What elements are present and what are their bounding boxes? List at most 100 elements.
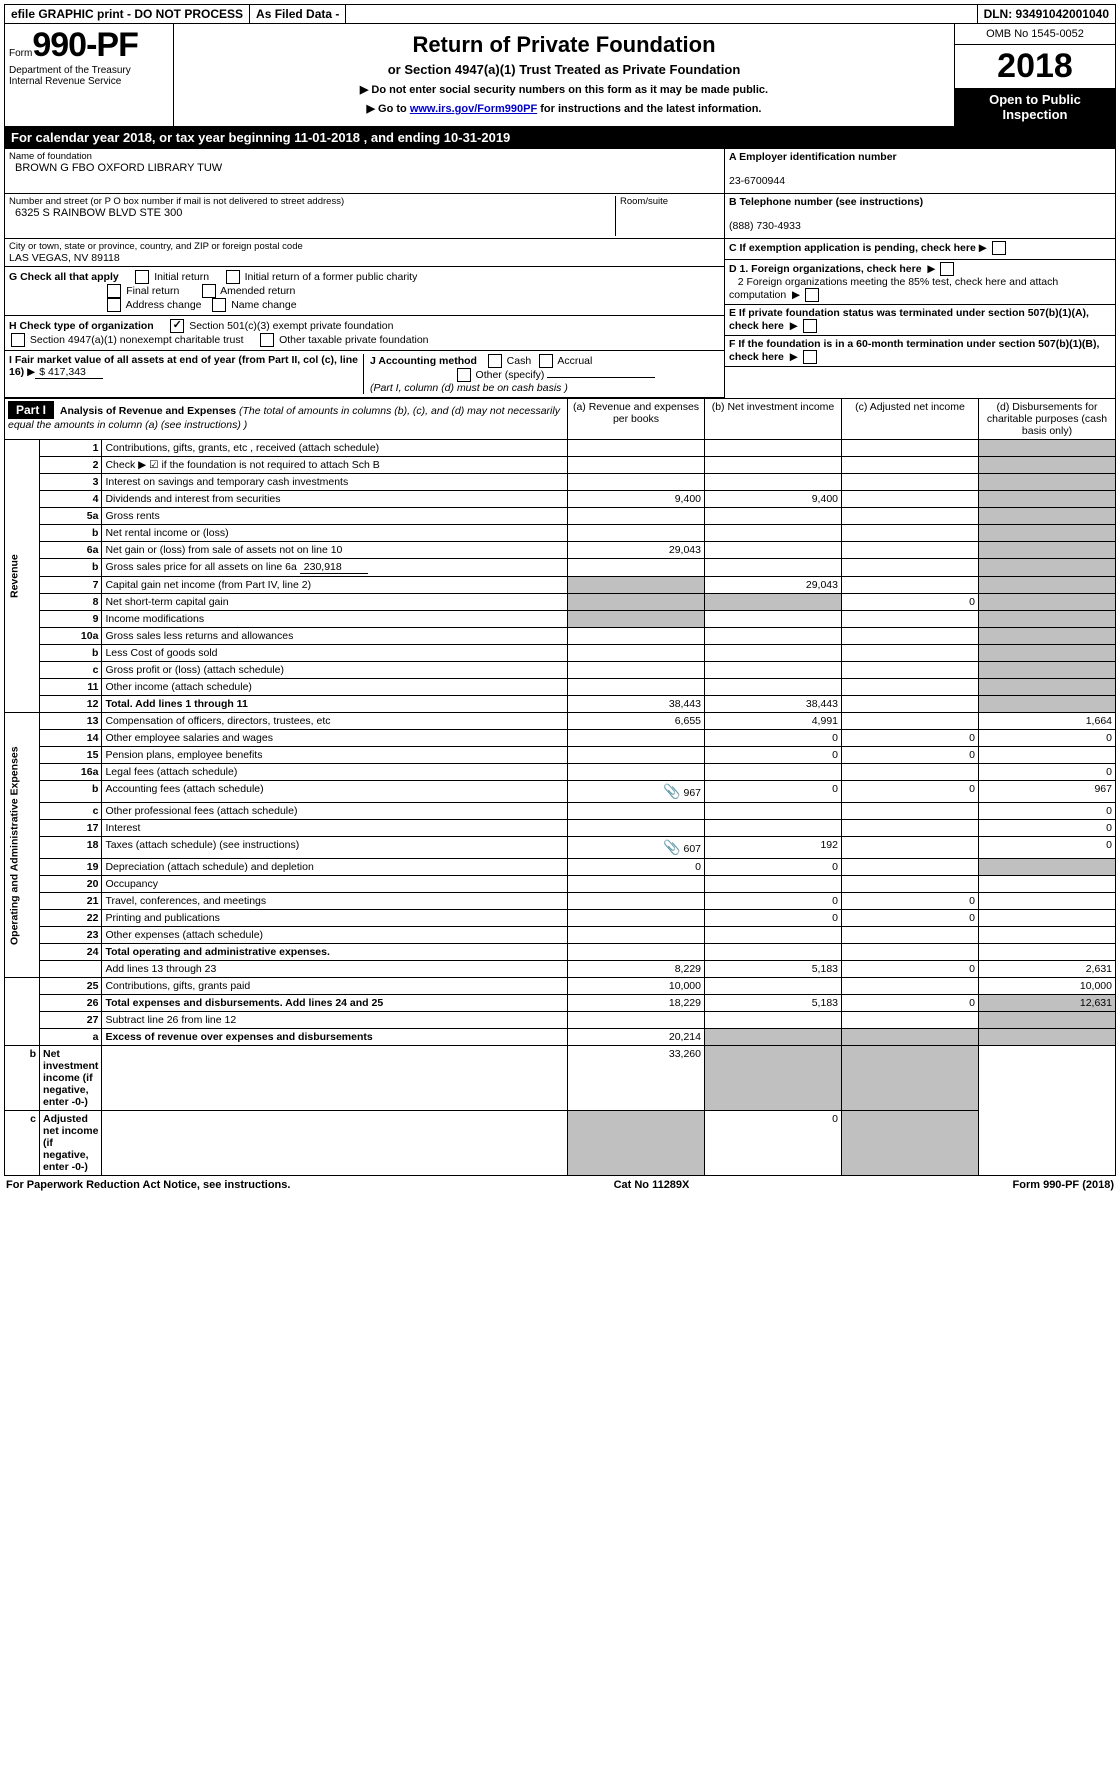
cell [568, 594, 705, 611]
cell [705, 474, 842, 491]
cell [568, 820, 705, 837]
4947a1-checkbox[interactable] [11, 333, 25, 347]
name-label: Name of foundation [9, 151, 720, 162]
as-filed-label: As Filed Data - [250, 5, 346, 23]
row-desc: Income modifications [102, 611, 568, 628]
cell [568, 1012, 705, 1029]
row-num: 17 [40, 820, 102, 837]
cell [979, 859, 1116, 876]
attachment-icon[interactable]: 📎 [663, 839, 680, 855]
foreign-85-checkbox[interactable] [805, 288, 819, 302]
other-taxable-checkbox[interactable] [260, 333, 274, 347]
cell [979, 1012, 1116, 1029]
row-num: c [40, 803, 102, 820]
row-desc: Gross profit or (loss) (attach schedule) [102, 662, 568, 679]
revenue-side-label: Revenue [5, 440, 40, 713]
cell [705, 628, 842, 645]
row-desc: Gross sales price for all assets on line… [102, 559, 568, 577]
exemption-pending-checkbox[interactable] [992, 241, 1006, 255]
cell: 📎 967 [568, 781, 705, 803]
cell: 2,631 [979, 961, 1116, 978]
status-terminated-checkbox[interactable] [803, 319, 817, 333]
tax-year: 2018 [955, 45, 1115, 88]
identification-section: Name of foundation BROWN G FBO OXFORD LI… [4, 149, 1116, 398]
row-desc: Occupancy [102, 876, 568, 893]
initial-return-former-checkbox[interactable] [226, 270, 240, 284]
amended-return-checkbox[interactable] [202, 284, 216, 298]
cell [842, 491, 979, 508]
cell: 5,183 [705, 961, 842, 978]
attachment-icon[interactable]: 📎 [663, 783, 680, 799]
cell [705, 679, 842, 696]
row-desc: Gross rents [102, 508, 568, 525]
row-desc: Contributions, gifts, grants, etc , rece… [102, 440, 568, 457]
cash-checkbox[interactable] [488, 354, 502, 368]
row-num: c [5, 1111, 40, 1176]
cell [568, 457, 705, 474]
row-num: 15 [40, 747, 102, 764]
cell: 0 [979, 764, 1116, 781]
cell [842, 803, 979, 820]
row-desc: Pension plans, employee benefits [102, 747, 568, 764]
cell [568, 645, 705, 662]
accrual-checkbox[interactable] [539, 354, 553, 368]
cell: 9,400 [705, 491, 842, 508]
col-a-header: (a) Revenue and expenses per books [568, 399, 705, 440]
cell [568, 764, 705, 781]
initial-return-checkbox[interactable] [135, 270, 149, 284]
expenses-side-label: Operating and Administrative Expenses [5, 713, 40, 978]
row-desc: Other expenses (attach schedule) [102, 927, 568, 944]
cell [979, 440, 1116, 457]
60-month-checkbox[interactable] [803, 350, 817, 364]
cell [979, 679, 1116, 696]
cell [705, 1029, 842, 1046]
row-desc: Dividends and interest from securities [102, 491, 568, 508]
cell [568, 662, 705, 679]
j-label: J Accounting method [370, 355, 477, 367]
cell [842, 645, 979, 662]
cell [842, 508, 979, 525]
cell: 0 [842, 995, 979, 1012]
foreign-org-checkbox[interactable] [940, 262, 954, 276]
cell [842, 662, 979, 679]
cell [705, 611, 842, 628]
cat-no: Cat No 11289X [614, 1179, 690, 1191]
row-num: b [40, 559, 102, 577]
cell [568, 747, 705, 764]
other-method-checkbox[interactable] [457, 368, 471, 382]
cell [568, 611, 705, 628]
cell [842, 679, 979, 696]
cell [979, 893, 1116, 910]
cell [979, 508, 1116, 525]
cell [842, 927, 979, 944]
row-num: 4 [40, 491, 102, 508]
irs-link[interactable]: www.irs.gov/Form990PF [410, 103, 537, 115]
row-num: 27 [40, 1012, 102, 1029]
phone: (888) 730-4933 [729, 220, 801, 232]
cell [979, 927, 1116, 944]
name-change-checkbox[interactable] [212, 298, 226, 312]
cell [705, 594, 842, 611]
cell [979, 876, 1116, 893]
cell [842, 577, 979, 594]
address-change-checkbox[interactable] [107, 298, 121, 312]
501c3-checkbox[interactable]: ✓ [170, 319, 184, 333]
cell: 29,043 [568, 542, 705, 559]
cell [705, 820, 842, 837]
col-c-header: (c) Adjusted net income [842, 399, 979, 440]
final-return-checkbox[interactable] [107, 284, 121, 298]
cell [842, 764, 979, 781]
cell [705, 764, 842, 781]
row-num: 23 [40, 927, 102, 944]
cell [979, 910, 1116, 927]
row-num: 18 [40, 837, 102, 859]
cell [568, 679, 705, 696]
calendar-year-row: For calendar year 2018, or tax year begi… [4, 127, 1116, 149]
d1-label: D 1. Foreign organizations, check here [729, 263, 922, 275]
cell [842, 525, 979, 542]
c-label: C If exemption application is pending, c… [729, 242, 976, 254]
row-desc: Net rental income or (loss) [102, 525, 568, 542]
foundation-name: BROWN G FBO OXFORD LIBRARY TUW [9, 162, 720, 174]
cell [842, 876, 979, 893]
cell [979, 662, 1116, 679]
